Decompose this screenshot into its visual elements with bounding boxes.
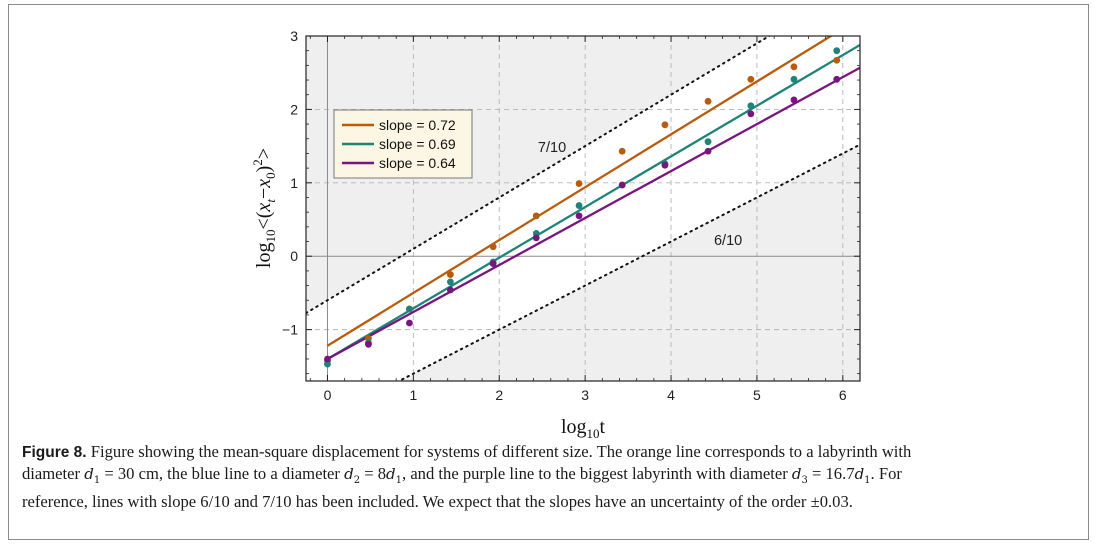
data-point [575, 180, 583, 187]
data-point [406, 305, 413, 313]
data-point [704, 97, 712, 105]
data-point [446, 286, 454, 294]
y-tick-label: 3 [290, 28, 298, 44]
data-point [747, 110, 755, 118]
x-tick-label: 5 [753, 387, 761, 403]
d1-symbol: d1 [84, 465, 101, 486]
caption-text-1: Figure showing the mean-square displacem… [86, 442, 912, 461]
data-point [661, 121, 669, 129]
caption-text-2a: diameter [22, 464, 85, 483]
x-tick-label: 3 [581, 387, 589, 403]
y-tick-label: 0 [290, 248, 298, 264]
caption-text-2b: , the blue line to a diameter [158, 464, 345, 483]
legend-label-1: slope = 0.72 [379, 117, 456, 133]
fit-line-2 [326, 43, 860, 360]
x-tick-label: 4 [667, 387, 675, 403]
data-point [446, 278, 454, 286]
d1-ref-a: d1 [386, 465, 403, 486]
fit-lines [326, 36, 860, 360]
data-point [446, 271, 454, 278]
plot-frame [305, 35, 861, 382]
y-tick-label: 1 [290, 175, 298, 191]
y-axis-label-group: log10<(xt−x0)2> [250, 148, 278, 268]
x-tick-label: 2 [495, 387, 503, 403]
data-point [661, 161, 669, 169]
fit-line-3 [326, 66, 860, 360]
axis-ticks: 0 1 2 3 4 5 6 −1 0 1 2 3 [282, 28, 860, 403]
data-point [406, 319, 413, 327]
d3-value: = 16.7 [807, 464, 855, 483]
data-point [532, 234, 540, 242]
data-point [747, 102, 755, 110]
reference-line-2 [396, 143, 860, 381]
x-tick-label: 6 [839, 387, 847, 403]
data-point [324, 355, 331, 363]
y-tick-label: 2 [290, 101, 298, 117]
figure-caption: Figure 8. Figure showing the mean-square… [22, 441, 1082, 512]
reference-lines: 7/10 6/10 [306, 36, 860, 381]
legend-label-2: slope = 0.69 [379, 136, 456, 152]
d1-ref-b: d1 [854, 465, 871, 486]
data-point [704, 147, 712, 155]
data-points [324, 47, 841, 368]
caption-text-2d: . For [870, 464, 902, 483]
x-tick-label: 1 [409, 387, 417, 403]
y-axis-label: log10<(xt−x0)2> [250, 148, 278, 268]
d2-value: = 8 [360, 464, 387, 483]
d1-value: = 30 cm [100, 464, 159, 483]
axis-labels: log10t log10<(xt−x0)2> [250, 148, 606, 440]
legend: slope = 0.72 slope = 0.69 slope = 0.64 [333, 109, 473, 179]
caption-text-2c: , and the purple line to the biggest lab… [402, 464, 792, 483]
caption-line-1: Figure 8. Figure showing the mean-square… [22, 441, 1082, 463]
caption-line-2: diameter d1 = 30 cm, the blue line to a … [22, 463, 1082, 491]
d2-symbol: d2 [344, 465, 361, 486]
data-point [489, 260, 497, 267]
x-tick-label: 0 [324, 387, 332, 403]
data-point [575, 202, 583, 209]
data-point [324, 360, 331, 368]
y-tick-label: −1 [282, 322, 298, 338]
caption-line-3: reference, lines with slope 6/10 and 7/1… [22, 491, 1082, 512]
data-point [618, 147, 626, 155]
data-point [618, 181, 626, 189]
data-point [489, 243, 497, 251]
data-point [747, 75, 755, 83]
data-point [833, 56, 841, 64]
data-point [790, 96, 798, 104]
reference-label-2: 6/10 [714, 233, 742, 249]
data-point [532, 212, 540, 220]
data-point [790, 63, 798, 71]
data-point [790, 75, 798, 83]
reference-line-1 [306, 36, 772, 315]
data-point [704, 138, 712, 146]
caption-text-3b: . [848, 492, 853, 511]
caption-text-3a: reference, lines with slope 6/10 and 7/1… [22, 492, 811, 511]
figure-label: Figure 8. [22, 444, 87, 461]
x-axis-label: log10t [561, 416, 606, 440]
legend-label-3: slope = 0.64 [379, 155, 456, 171]
reference-label-1: 7/10 [538, 140, 566, 156]
data-point [575, 212, 583, 220]
data-point [365, 340, 372, 348]
data-point [833, 75, 841, 83]
grid [306, 36, 860, 381]
fit-line-1 [326, 36, 834, 347]
uncertainty-value: ±0.03 [810, 492, 849, 511]
d3-symbol: d3 [791, 465, 808, 486]
data-point [833, 47, 841, 55]
